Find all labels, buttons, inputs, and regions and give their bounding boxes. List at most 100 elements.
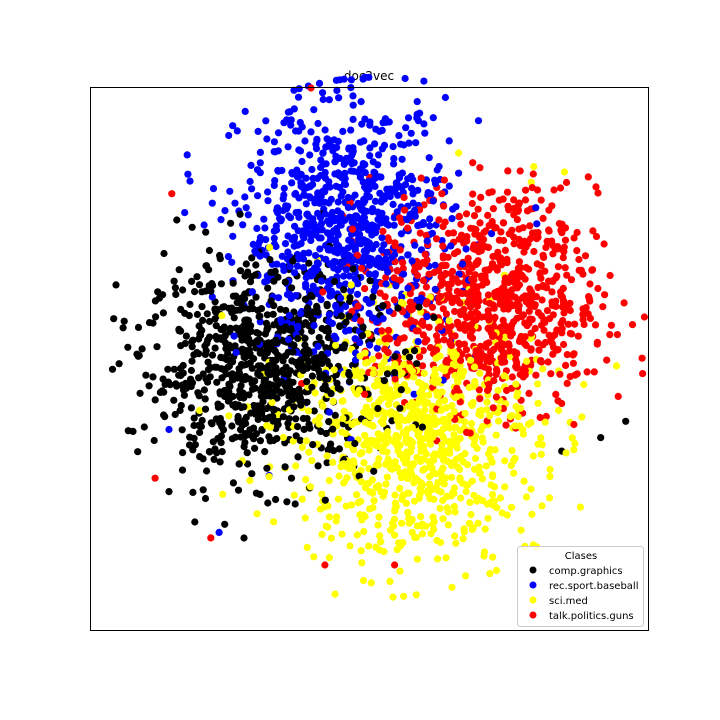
point-talk-politics-guns (416, 229, 424, 237)
point-sci-med (486, 570, 494, 578)
point-comp-graphics (145, 382, 153, 390)
point-sci-med (375, 513, 383, 521)
point-comp-graphics (200, 386, 208, 394)
point-talk-politics-guns (507, 332, 515, 340)
point-rec-sport-baseball (228, 258, 236, 266)
point-rec-sport-baseball (307, 267, 315, 275)
point-rec-sport-baseball (323, 135, 331, 143)
point-sci-med (253, 510, 261, 518)
point-talk-politics-guns (378, 327, 386, 335)
point-rec-sport-baseball (290, 105, 298, 113)
point-comp-graphics (300, 425, 308, 433)
point-talk-politics-guns (500, 283, 508, 292)
point-talk-politics-guns (521, 333, 529, 341)
point-rec-sport-baseball (317, 220, 326, 228)
point-comp-graphics (165, 488, 173, 496)
point-comp-graphics (263, 464, 271, 472)
point-rec-sport-baseball (326, 288, 334, 296)
point-sci-med (481, 525, 489, 533)
point-comp-graphics (236, 386, 244, 394)
point-talk-politics-guns (508, 373, 516, 381)
point-rec-sport-baseball (368, 231, 376, 239)
point-comp-graphics (240, 394, 248, 402)
point-rec-sport-baseball (379, 315, 387, 323)
point-rec-sport-baseball (321, 210, 329, 218)
point-talk-politics-guns (441, 218, 449, 226)
point-talk-politics-guns (519, 311, 528, 319)
point-talk-politics-guns (459, 310, 468, 318)
point-talk-politics-guns (468, 275, 476, 283)
point-talk-politics-guns (533, 235, 541, 243)
point-rec-sport-baseball (273, 260, 281, 268)
point-rec-sport-baseball (165, 425, 173, 434)
point-sci-med (462, 488, 470, 496)
point-talk-politics-guns (447, 270, 455, 278)
point-comp-graphics (246, 431, 254, 439)
point-comp-graphics (258, 364, 266, 372)
point-sci-med (332, 341, 340, 349)
point-talk-politics-guns (493, 266, 501, 274)
point-sci-med (371, 382, 379, 390)
point-sci-med (377, 538, 385, 546)
point-rec-sport-baseball (319, 95, 327, 104)
point-talk-politics-guns (458, 231, 466, 239)
point-rec-sport-baseball (435, 162, 443, 171)
point-comp-graphics (369, 293, 377, 301)
point-rec-sport-baseball (365, 73, 373, 81)
point-sci-med (298, 443, 306, 451)
point-rec-sport-baseball (291, 269, 299, 277)
point-sci-med (302, 476, 310, 484)
point-talk-politics-guns (542, 412, 550, 421)
point-sci-med (408, 423, 416, 431)
point-talk-politics-guns (489, 347, 497, 355)
point-comp-graphics (264, 368, 272, 376)
point-sci-med (484, 514, 492, 522)
point-sci-med (386, 395, 394, 404)
point-rec-sport-baseball (309, 180, 317, 189)
point-rec-sport-baseball (411, 241, 419, 249)
point-rec-sport-baseball (330, 332, 338, 340)
point-talk-politics-guns (404, 224, 412, 232)
point-sci-med (534, 399, 542, 407)
point-talk-politics-guns (483, 278, 491, 286)
point-sci-med (362, 480, 371, 488)
point-rec-sport-baseball (365, 299, 373, 307)
point-comp-graphics (246, 359, 254, 367)
point-sci-med (391, 360, 399, 368)
point-comp-graphics (597, 434, 605, 442)
point-comp-graphics (191, 441, 199, 449)
point-rec-sport-baseball (413, 98, 421, 106)
point-talk-politics-guns (563, 379, 571, 387)
point-comp-graphics (289, 257, 297, 265)
point-talk-politics-guns (407, 316, 415, 324)
point-comp-graphics (273, 435, 281, 443)
point-rec-sport-baseball (372, 125, 380, 133)
point-talk-politics-guns (548, 288, 556, 296)
point-comp-graphics (340, 344, 348, 352)
point-rec-sport-baseball (347, 126, 355, 134)
point-talk-politics-guns (466, 429, 474, 437)
point-rec-sport-baseball (417, 294, 425, 302)
point-rec-sport-baseball (305, 212, 313, 220)
point-sci-med (523, 357, 531, 365)
point-sci-med (501, 333, 509, 341)
point-sci-med (301, 514, 309, 522)
point-talk-politics-guns (440, 176, 448, 184)
point-talk-politics-guns (580, 320, 588, 329)
point-rec-sport-baseball (229, 232, 237, 240)
point-comp-graphics (296, 397, 304, 405)
point-rec-sport-baseball (217, 216, 225, 224)
point-sci-med (471, 454, 480, 463)
point-talk-politics-guns (399, 259, 407, 267)
point-talk-politics-guns (515, 296, 523, 304)
point-sci-med (404, 460, 412, 468)
point-rec-sport-baseball (325, 317, 333, 325)
point-sci-med (476, 369, 484, 377)
point-comp-graphics (199, 316, 207, 324)
point-sci-med (437, 406, 445, 414)
point-sci-med (404, 508, 412, 517)
point-sci-med (451, 371, 459, 380)
point-sci-med (435, 429, 443, 437)
point-rec-sport-baseball (270, 227, 278, 235)
point-rec-sport-baseball (447, 242, 455, 250)
